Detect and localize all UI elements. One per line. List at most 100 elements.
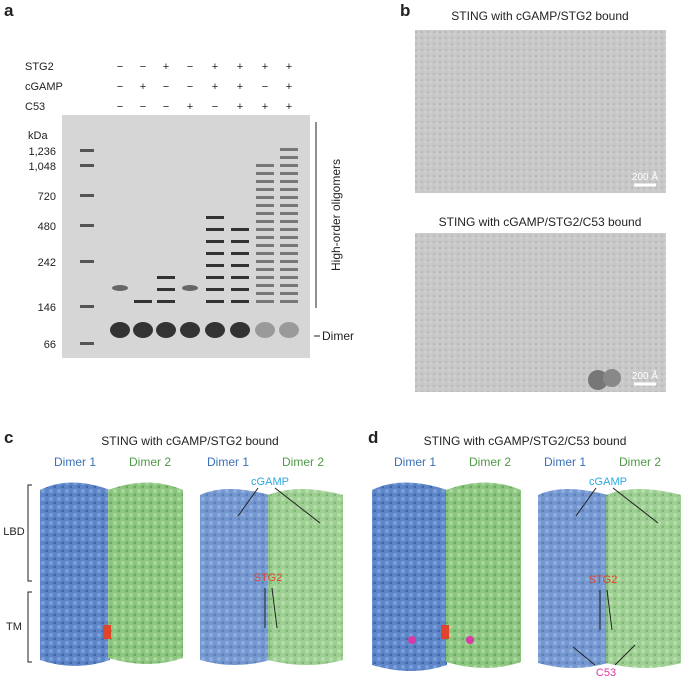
band [256, 212, 274, 215]
band [206, 276, 224, 279]
panel-label: a [4, 1, 14, 20]
dimer-label: Dimer 1 [54, 455, 96, 469]
band [280, 220, 298, 223]
band [180, 322, 200, 338]
panel-label: d [368, 428, 378, 447]
band [231, 228, 249, 231]
micrograph [415, 30, 666, 193]
condition-sign: − [117, 61, 123, 73]
condition-sign: − [140, 101, 146, 113]
band [256, 276, 274, 279]
condition-sign: − [212, 101, 218, 113]
band [256, 220, 274, 223]
condition-sign: + [286, 81, 292, 93]
band [280, 156, 298, 159]
band [280, 204, 298, 207]
dimer-label: Dimer 1 [544, 455, 586, 469]
marker-label: 1,236 [28, 146, 56, 158]
band [206, 264, 224, 267]
dimer-label: Dimer 2 [129, 455, 171, 469]
band [280, 148, 298, 151]
dimer-label: Dimer 2 [282, 455, 324, 469]
panel-label: b [400, 1, 410, 20]
band [280, 236, 298, 239]
band [182, 285, 198, 291]
band [280, 252, 298, 255]
ladder-band [80, 224, 94, 227]
gel-image [62, 115, 310, 358]
oligomer-label: High-order oligomers [329, 159, 343, 271]
ladder-band [80, 164, 94, 167]
band [256, 172, 274, 175]
ligand-label: cGAMP [589, 476, 627, 488]
band [256, 252, 274, 255]
ligand-label: cGAMP [251, 476, 289, 488]
condition-sign: + [237, 101, 243, 113]
band [206, 240, 224, 243]
condition-sign: − [187, 61, 193, 73]
band [256, 300, 274, 303]
condition-sign: − [262, 81, 268, 93]
condition-sign: + [286, 101, 292, 113]
band [112, 285, 128, 291]
dimer-label: Dimer 2 [619, 455, 661, 469]
band [256, 268, 274, 271]
dimer-label: Dimer 2 [469, 455, 511, 469]
band [231, 276, 249, 279]
band [280, 196, 298, 199]
ladder-band [80, 194, 94, 197]
condition-sign: + [262, 101, 268, 113]
image-title: STING with cGAMP/STG2 bound [451, 9, 628, 23]
condition-sign: − [117, 81, 123, 93]
band [231, 300, 249, 303]
condition-sign: + [163, 61, 169, 73]
band [280, 212, 298, 215]
condition-sign: + [140, 81, 146, 93]
band [256, 292, 274, 295]
band [206, 252, 224, 255]
band [206, 288, 224, 291]
ladder-band [80, 149, 94, 152]
condition-sign: + [212, 61, 218, 73]
band [280, 180, 298, 183]
band [280, 244, 298, 247]
condition-sign: − [140, 61, 146, 73]
band [256, 204, 274, 207]
micrograph [415, 233, 666, 392]
band [256, 164, 274, 167]
panel-label: c [4, 428, 13, 447]
marker-label: 480 [38, 221, 56, 233]
condition-sign: + [262, 61, 268, 73]
marker-label: 146 [38, 302, 56, 314]
band [156, 322, 176, 338]
band [279, 322, 299, 338]
ligand-label: C53 [596, 667, 616, 679]
marker-label: 720 [38, 191, 56, 203]
row-label: STG2 [25, 61, 54, 73]
image-title: STING with cGAMP/STG2/C53 bound [439, 215, 642, 229]
band [280, 268, 298, 271]
band [133, 322, 153, 338]
panel-title: STING with cGAMP/STG2/C53 bound [424, 434, 627, 448]
band [206, 228, 224, 231]
row-label: cGAMP [25, 81, 63, 93]
band [280, 260, 298, 263]
ladder-band [80, 342, 94, 345]
band [231, 240, 249, 243]
ligand-label: STG2 [589, 574, 618, 586]
band [157, 300, 175, 303]
band [280, 188, 298, 191]
condition-sign: − [117, 101, 123, 113]
marker-label: 1,048 [28, 161, 56, 173]
band [231, 264, 249, 267]
condition-sign: + [286, 61, 292, 73]
ladder-band [80, 305, 94, 308]
band [157, 276, 175, 279]
bracket [27, 484, 32, 663]
dimer-label: Dimer 1 [207, 455, 249, 469]
condition-sign: + [212, 81, 218, 93]
band [256, 260, 274, 263]
panel-title: STING with cGAMP/STG2 bound [101, 434, 278, 448]
band [134, 300, 152, 303]
